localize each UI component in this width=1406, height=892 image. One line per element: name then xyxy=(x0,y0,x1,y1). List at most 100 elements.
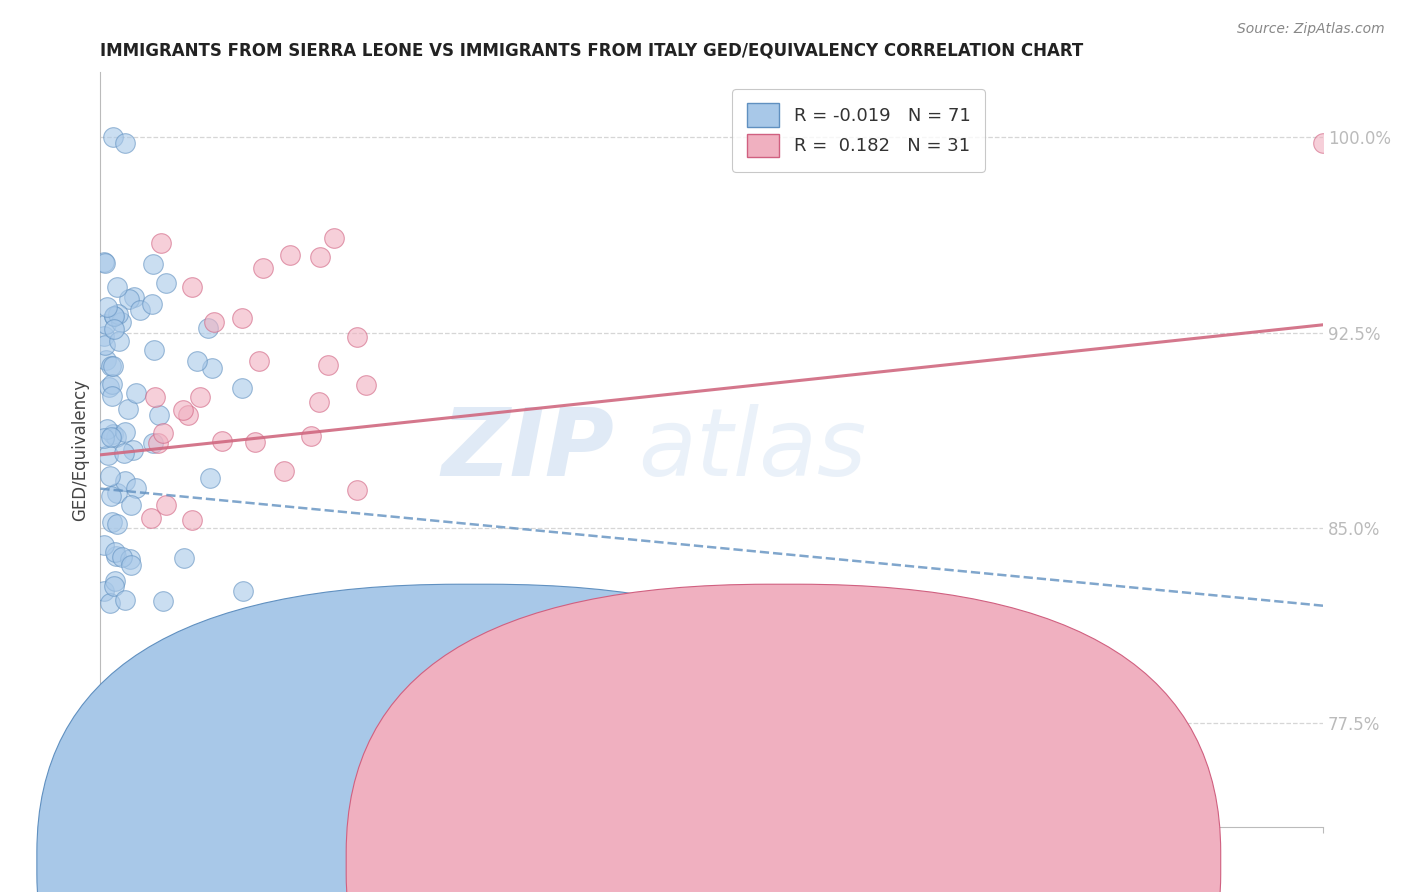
Point xyxy=(172,402,194,417)
Point xyxy=(323,231,346,245)
Point xyxy=(316,358,339,372)
Point xyxy=(200,360,222,375)
Point xyxy=(103,309,125,323)
Point xyxy=(125,481,148,495)
Point xyxy=(129,302,152,317)
Text: atlas: atlas xyxy=(638,404,866,495)
Point xyxy=(173,551,195,566)
Point xyxy=(186,354,208,368)
Point xyxy=(104,430,127,444)
Point xyxy=(141,511,163,525)
Point xyxy=(100,430,122,444)
Point xyxy=(93,328,115,343)
Point xyxy=(142,343,165,358)
Point xyxy=(98,596,121,610)
Point xyxy=(198,470,221,484)
Text: Immigrants from Sierra Leone: Immigrants from Sierra Leone xyxy=(494,856,723,871)
Point xyxy=(152,425,174,440)
Point xyxy=(94,337,117,351)
Point xyxy=(142,257,165,271)
Point xyxy=(122,290,145,304)
Point xyxy=(273,464,295,478)
Point xyxy=(100,359,122,373)
Point xyxy=(143,390,166,404)
Point xyxy=(101,515,124,529)
Point xyxy=(120,558,142,572)
Point xyxy=(231,310,253,325)
Point xyxy=(176,408,198,422)
Point xyxy=(110,315,132,329)
Point xyxy=(120,498,142,512)
Point xyxy=(94,317,117,331)
Point xyxy=(101,426,124,441)
Point xyxy=(101,377,124,392)
Point xyxy=(105,517,128,532)
Point xyxy=(346,330,368,344)
Point xyxy=(188,390,211,404)
Point xyxy=(100,489,122,503)
Point xyxy=(104,549,127,563)
Point xyxy=(103,578,125,592)
Point xyxy=(96,422,118,436)
Point xyxy=(177,640,200,654)
Y-axis label: GED/Equivalency: GED/Equivalency xyxy=(72,378,89,521)
Point xyxy=(107,307,129,321)
Point xyxy=(108,334,131,348)
Point xyxy=(100,468,122,483)
Point xyxy=(346,483,368,497)
Point xyxy=(280,248,302,262)
Point xyxy=(103,309,125,323)
Text: IMMIGRANTS FROM SIERRA LEONE VS IMMIGRANTS FROM ITALY GED/EQUIVALENCY CORRELATIO: IMMIGRANTS FROM SIERRA LEONE VS IMMIGRAN… xyxy=(100,42,1084,60)
Point xyxy=(103,322,125,336)
Point xyxy=(93,431,115,445)
Point xyxy=(148,436,170,450)
Text: Source: ZipAtlas.com: Source: ZipAtlas.com xyxy=(1237,22,1385,37)
Point xyxy=(231,381,253,395)
Point xyxy=(112,445,135,459)
Point xyxy=(101,359,124,373)
Legend: R = -0.019   N = 71, R =  0.182   N = 31: R = -0.019 N = 71, R = 0.182 N = 31 xyxy=(733,89,984,171)
Point xyxy=(104,545,127,559)
Point xyxy=(308,395,330,409)
Point xyxy=(142,435,165,450)
Point xyxy=(93,254,115,268)
Point xyxy=(141,297,163,311)
Point xyxy=(93,256,115,270)
Point xyxy=(101,389,124,403)
Point xyxy=(105,486,128,500)
Point xyxy=(359,755,381,769)
Point xyxy=(111,550,134,565)
Point xyxy=(1312,136,1334,150)
Point xyxy=(152,593,174,607)
Point xyxy=(155,276,177,290)
Point xyxy=(247,353,270,368)
Point xyxy=(114,136,136,150)
Point xyxy=(285,755,308,769)
Text: Immigrants from Italy: Immigrants from Italy xyxy=(803,856,969,871)
Point xyxy=(180,513,202,527)
Point xyxy=(132,760,155,774)
Point xyxy=(197,321,219,335)
Text: ZIP: ZIP xyxy=(441,404,614,496)
Point xyxy=(97,448,120,462)
Point xyxy=(93,583,115,598)
Point xyxy=(94,352,117,367)
Point xyxy=(96,300,118,314)
Point xyxy=(309,250,332,264)
Point xyxy=(232,583,254,598)
Point xyxy=(356,377,378,392)
Point xyxy=(155,499,177,513)
Point xyxy=(149,236,172,251)
Point xyxy=(245,435,267,450)
Point xyxy=(104,574,127,588)
Point xyxy=(252,261,274,276)
Point xyxy=(202,315,225,329)
Point xyxy=(114,425,136,440)
Point xyxy=(114,775,136,789)
Point xyxy=(121,442,143,457)
Point xyxy=(117,401,139,416)
Point xyxy=(101,130,124,145)
Point xyxy=(181,280,204,294)
Point xyxy=(211,434,233,449)
Point xyxy=(333,749,356,764)
